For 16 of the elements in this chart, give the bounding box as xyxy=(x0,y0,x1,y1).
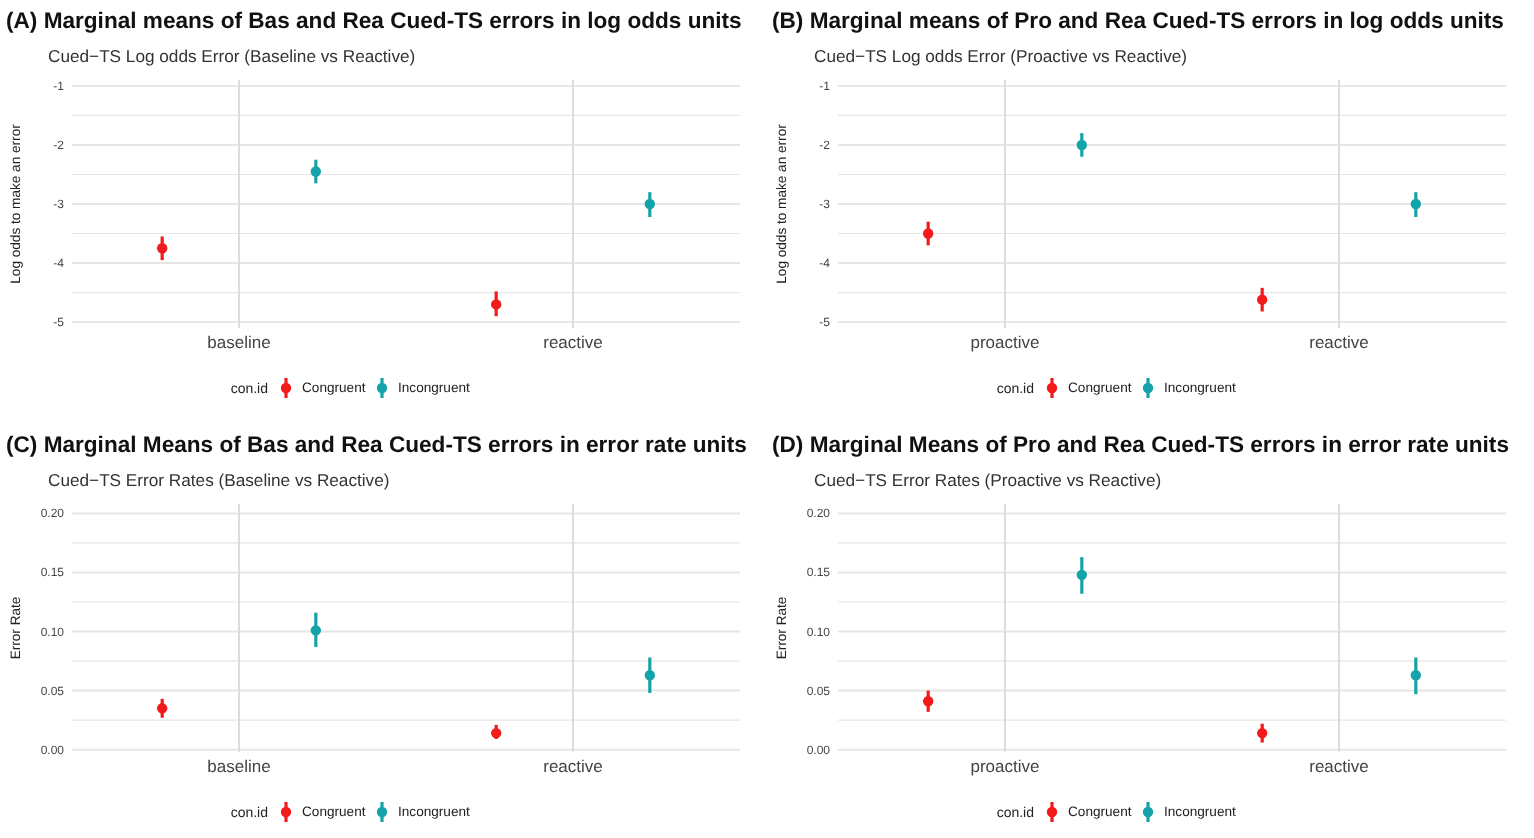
chart-subtitle: Cued−TS Log odds Error (Baseline vs Reactive) xyxy=(48,46,416,66)
x-tick-label: proactive xyxy=(970,756,1041,776)
x-tick-label: reactive xyxy=(543,332,604,352)
x-tick-label: baseline xyxy=(207,756,272,776)
chart-title: (C) Marginal Means of Bas and Rea Cued-TS errors in error rate units xyxy=(6,434,747,458)
x-tick-label: baseline xyxy=(207,332,272,352)
x-tick-label: reactive xyxy=(1309,332,1370,352)
chart-title: (B) Marginal means of Pro and Rea Cued-TS errors in log odds units xyxy=(772,10,1504,34)
x-tick-label: reactive xyxy=(1309,756,1370,776)
x-tick-label: reactive xyxy=(543,756,604,776)
chart-subtitle: Cued−TS Error Rates (Baseline vs Reactive) xyxy=(48,470,390,490)
chart-subtitle: Cued−TS Error Rates (Proactive vs Reactive) xyxy=(814,470,1162,490)
chart-subtitle: Cued−TS Log odds Error (Proactive vs Reactive) xyxy=(814,46,1188,66)
chart-title: (D) Marginal Means of Pro and Rea Cued-TS errors in error rate units xyxy=(772,434,1509,458)
chart-title: (A) Marginal means of Bas and Rea Cued-TS errors in log odds units xyxy=(6,10,742,34)
x-tick-label: proactive xyxy=(970,332,1041,352)
